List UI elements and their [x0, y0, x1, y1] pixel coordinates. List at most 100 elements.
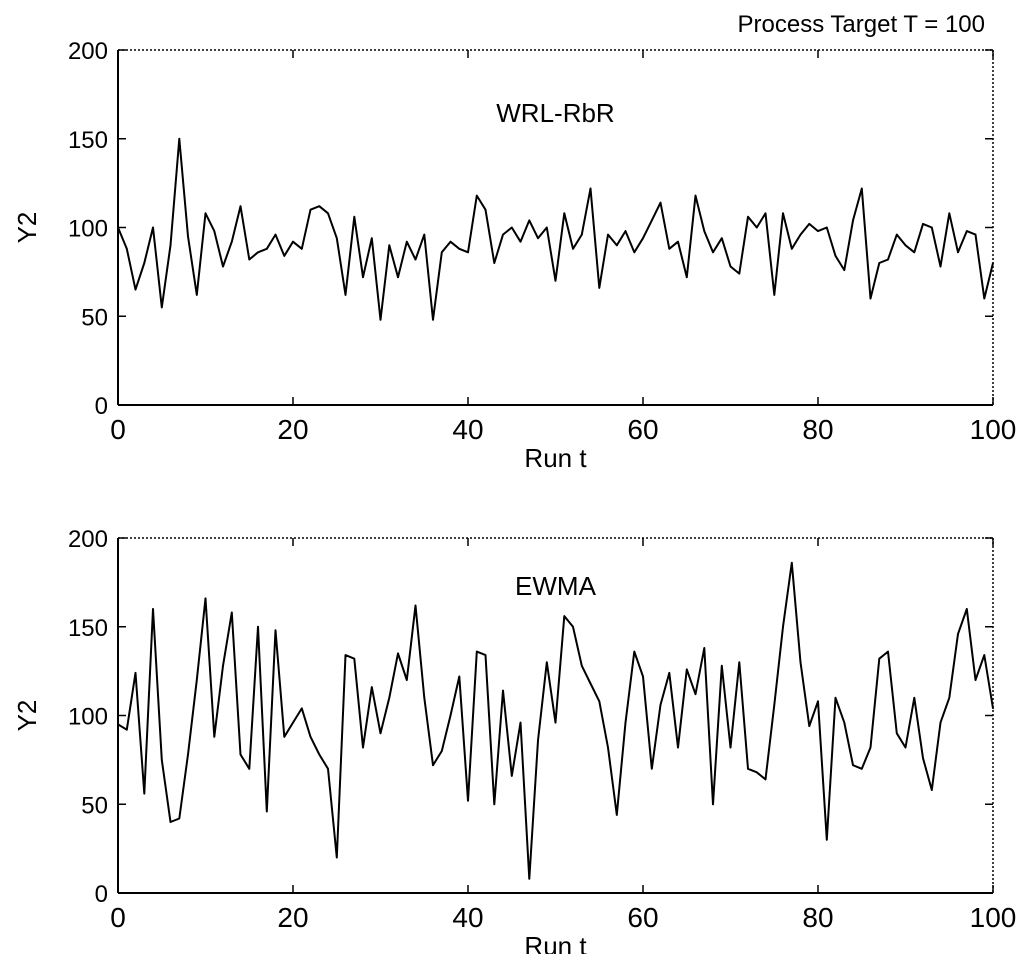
- data-point: [528, 219, 531, 222]
- data-point: [738, 272, 741, 275]
- y-axis-label: Y2: [12, 700, 42, 732]
- data-point: [423, 233, 426, 236]
- data-point: [336, 856, 338, 859]
- y-tick-label: 100: [68, 704, 108, 731]
- y-tick-label: 0: [95, 393, 108, 420]
- data-point: [134, 288, 137, 291]
- data-point: [624, 721, 627, 724]
- data-point: [817, 230, 819, 232]
- data-point: [931, 226, 933, 229]
- data-point: [554, 280, 557, 282]
- data-point: [222, 265, 224, 268]
- data-point: [974, 233, 977, 236]
- data-point: [607, 233, 609, 236]
- data-point: [913, 697, 916, 699]
- y-tick-label: 0: [95, 881, 108, 908]
- data-point: [476, 194, 478, 197]
- data-point: [668, 672, 671, 674]
- y-tick-label: 150: [68, 615, 108, 642]
- data-point: [721, 237, 723, 239]
- data-point: [502, 689, 504, 692]
- data-point: [712, 803, 714, 806]
- data-point: [467, 799, 469, 802]
- data-point: [178, 138, 181, 140]
- data-point: [904, 746, 907, 749]
- data-point: [957, 251, 959, 254]
- data-point: [738, 661, 741, 664]
- data-point: [239, 753, 242, 756]
- ewma-panel: 0 20 40 60 80 100 0 50 100 150 200 Run t Y2 EWMA: [12, 526, 1016, 954]
- data-point: [239, 205, 242, 207]
- data-point: [747, 216, 749, 218]
- data-point: [511, 226, 513, 229]
- data-point: [414, 604, 417, 607]
- y-tick-label: 50: [81, 792, 108, 819]
- data-point: [607, 746, 609, 749]
- x-tick-label: 0: [110, 902, 126, 933]
- data-point: [651, 768, 653, 770]
- data-point: [922, 757, 924, 759]
- data-point: [231, 240, 233, 243]
- data-point: [143, 262, 146, 264]
- data-point: [134, 672, 137, 674]
- x-axis-label: Run t: [524, 443, 587, 473]
- x-tick-label: 40: [452, 414, 483, 445]
- data-point: [397, 276, 399, 279]
- data-point: [939, 265, 942, 268]
- data-point: [204, 597, 207, 600]
- data-point: [546, 661, 548, 664]
- data-point: [222, 665, 224, 667]
- data-point: [703, 230, 706, 232]
- data-point: [476, 650, 478, 653]
- data-point: [169, 821, 172, 823]
- x-tick-label: 80: [802, 902, 833, 933]
- data-point: [248, 258, 251, 261]
- data-point: [257, 251, 259, 254]
- x-tick-label: 60: [627, 902, 658, 933]
- data-point: [616, 244, 618, 247]
- data-point: [852, 219, 854, 222]
- x-tick-label: 100: [970, 902, 1017, 933]
- y-tick-label: 150: [68, 127, 108, 154]
- data-point: [196, 294, 198, 296]
- data-point: [406, 679, 408, 681]
- data-point: [511, 775, 513, 777]
- data-point: [572, 248, 574, 250]
- data-point: [353, 657, 356, 660]
- data-point: [309, 208, 312, 211]
- data-point: [563, 615, 566, 617]
- data-point: [178, 817, 181, 820]
- data-point: [266, 248, 268, 250]
- data-point: [869, 297, 872, 300]
- data-point: [581, 665, 583, 667]
- data-point: [388, 697, 391, 699]
- data-point: [633, 251, 636, 254]
- data-point: [283, 736, 286, 738]
- data-point: [187, 235, 189, 238]
- data-point: [169, 244, 172, 247]
- data-point: [353, 216, 356, 218]
- wrl-rbr-panel: 0 20 40 60 80 100 0 50 100 150 200 Run t Y2 WRL-RbR: [12, 38, 1016, 473]
- data-point: [703, 647, 706, 649]
- data-point: [274, 233, 277, 236]
- data-point: [283, 255, 286, 257]
- data-point: [799, 661, 802, 664]
- data-point: [126, 248, 128, 250]
- data-point: [257, 626, 259, 628]
- data-point: [598, 700, 601, 703]
- data-point: [152, 608, 154, 610]
- data-point: [773, 294, 776, 296]
- data-point: [292, 240, 294, 243]
- data-point: [274, 629, 277, 632]
- y-tick-label: 200: [68, 38, 108, 65]
- data-point: [651, 219, 653, 222]
- data-point: [379, 732, 382, 735]
- x-tick-label: 80: [802, 414, 833, 445]
- data-point: [458, 675, 461, 678]
- data-point: [869, 746, 872, 749]
- data-point: [309, 736, 312, 738]
- data-point: [449, 714, 452, 717]
- data-point: [878, 262, 881, 264]
- data-point: [896, 732, 898, 735]
- series-line: [117, 561, 994, 880]
